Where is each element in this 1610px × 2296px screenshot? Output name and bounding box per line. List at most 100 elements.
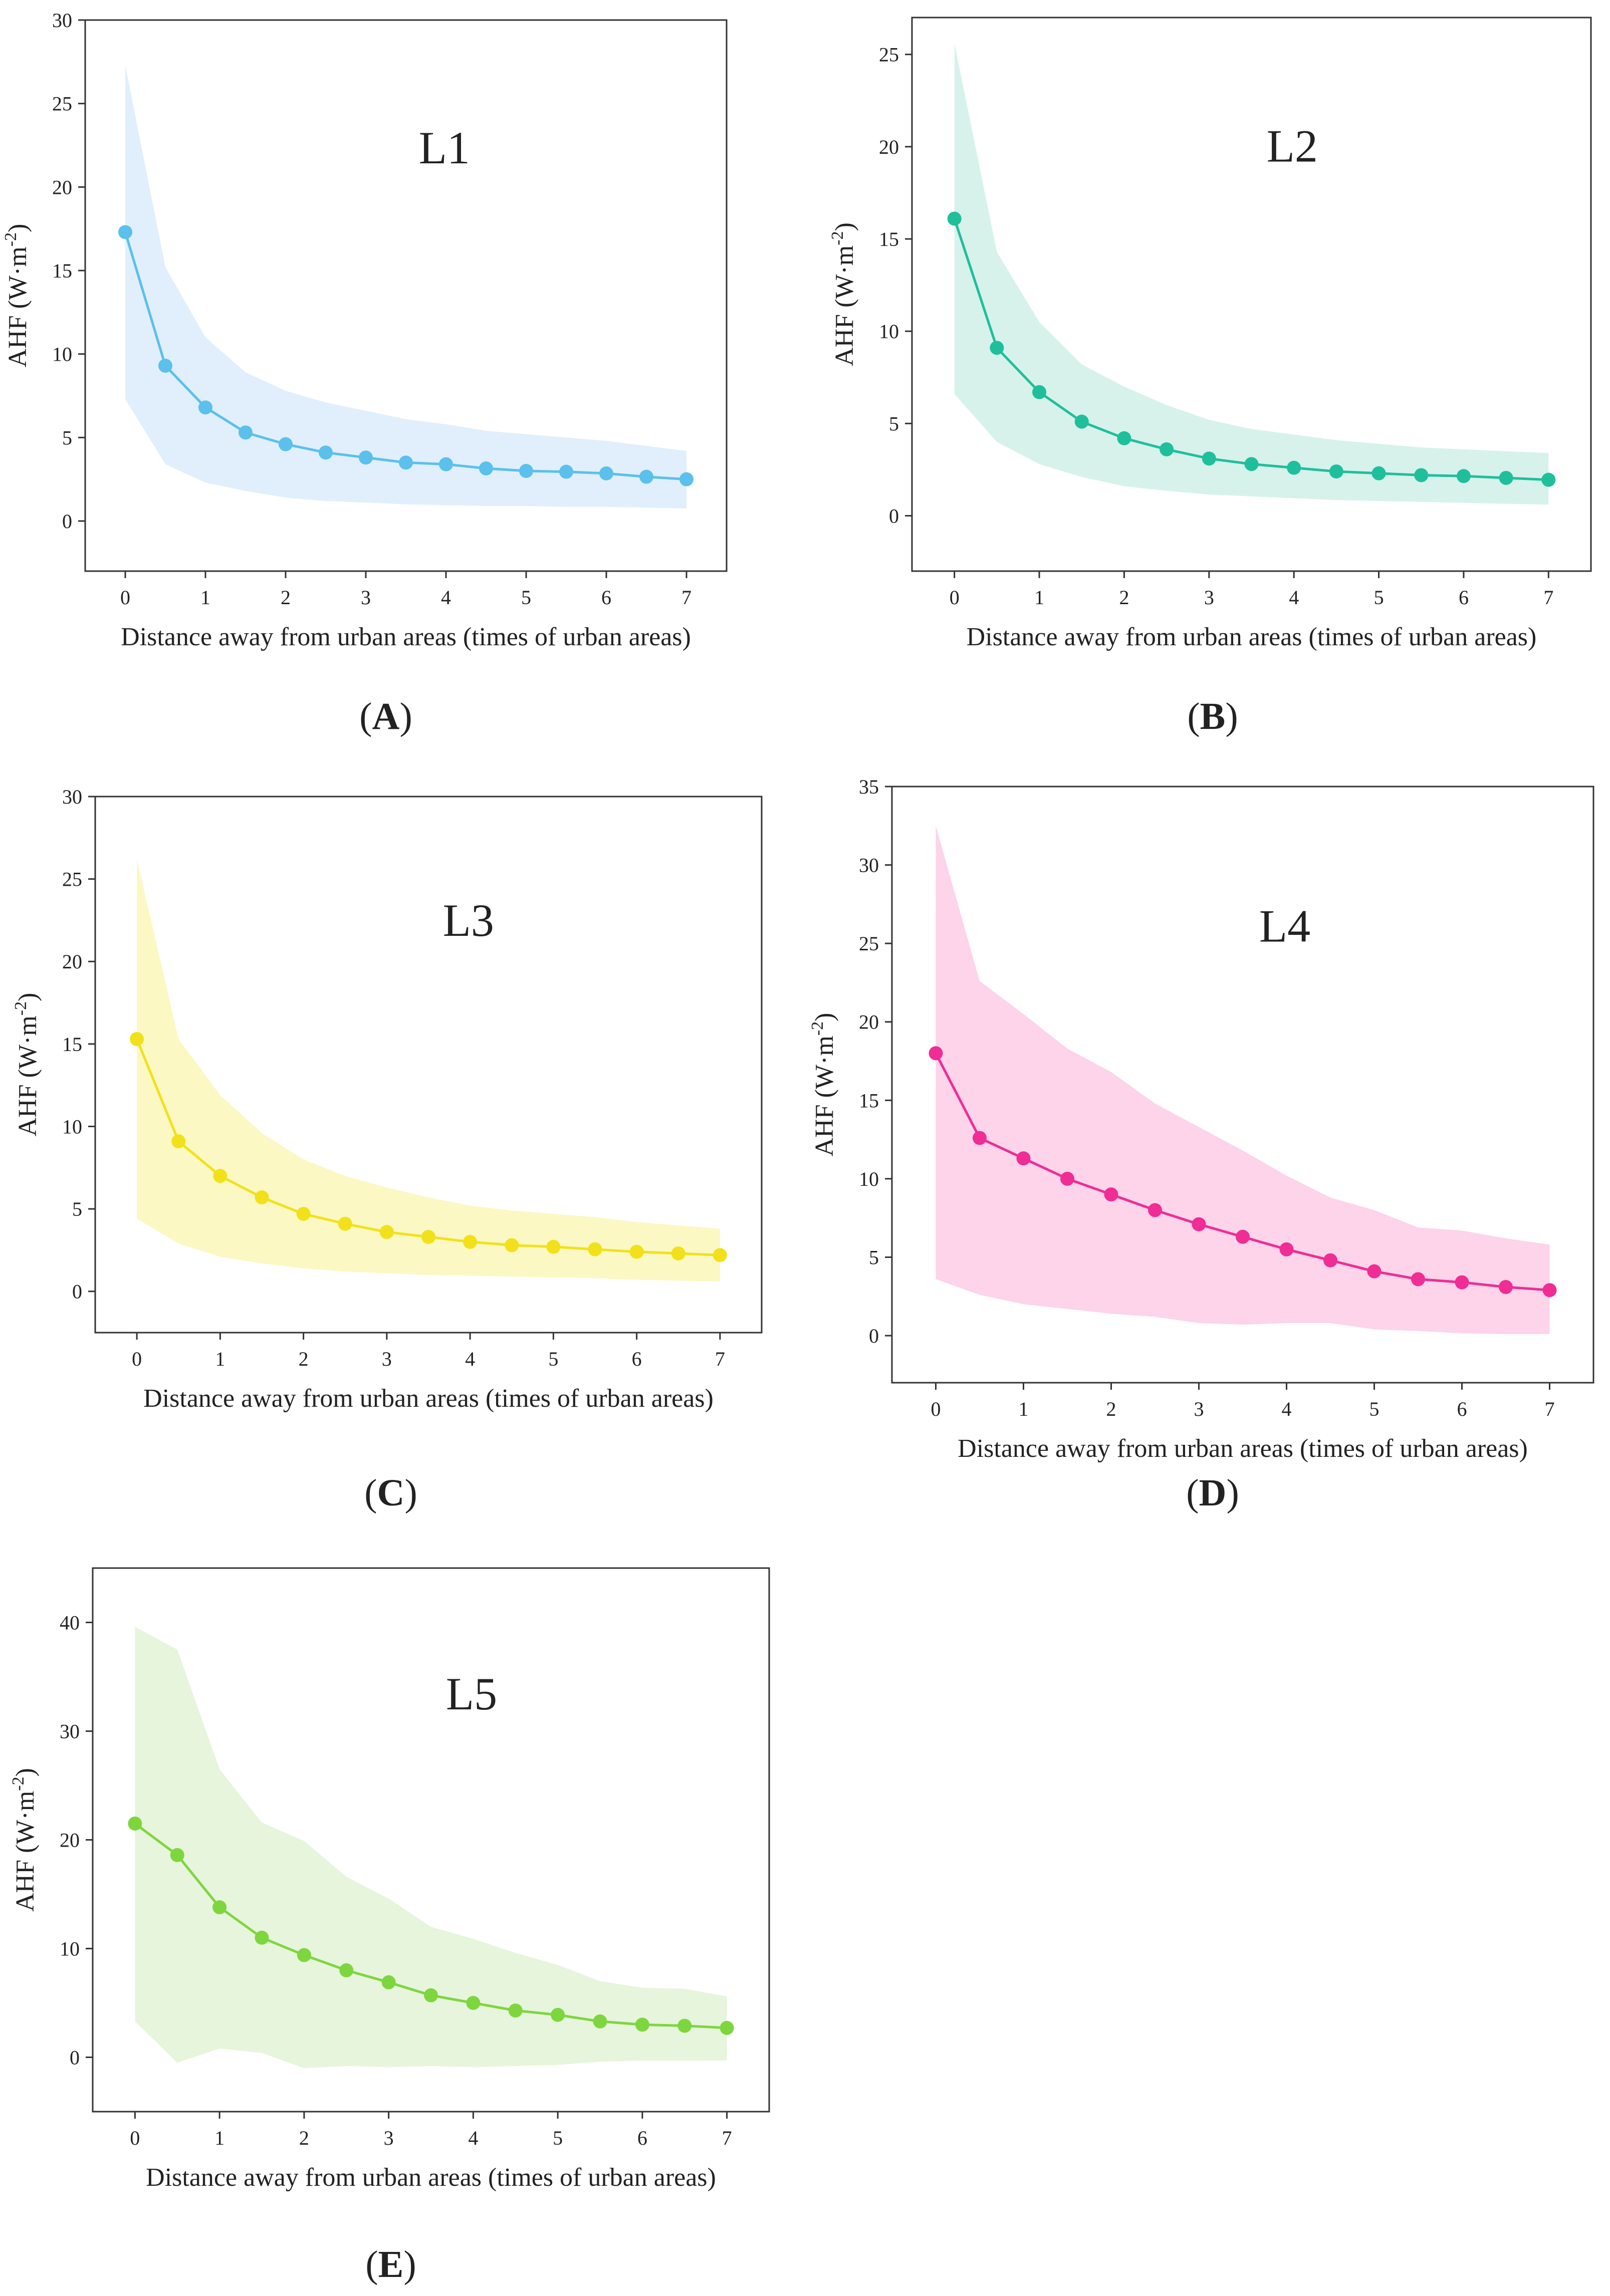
y-axis-label-tail: )	[830, 222, 859, 231]
x-tick-label: 1	[200, 586, 210, 609]
data-point	[1456, 469, 1471, 483]
data-point	[1032, 385, 1047, 399]
caption-open: (	[359, 695, 372, 737]
data-point	[629, 1244, 644, 1259]
caption-close: )	[403, 2243, 416, 2285]
y-tick-label: 0	[889, 505, 899, 528]
x-tick-label: 5	[1369, 1398, 1379, 1420]
y-axis-label-main: AHF (W·m	[11, 1791, 40, 1912]
data-point	[279, 437, 293, 451]
caption-close: )	[399, 695, 412, 737]
data-point	[439, 457, 453, 471]
data-point	[973, 1131, 987, 1145]
data-point	[319, 445, 333, 460]
caption-close: )	[1226, 1472, 1239, 1514]
data-point	[424, 1988, 438, 2002]
plot-frame	[911, 17, 1592, 572]
data-point	[671, 1246, 685, 1260]
data-point	[1016, 1151, 1031, 1166]
data-point	[713, 1248, 727, 1262]
x-tick-label: 0	[120, 586, 130, 609]
range-band	[125, 65, 686, 508]
y-axis-label-tail: )	[4, 224, 32, 232]
panel-d: 0 1 2 3 4 5 6 7 0 5 10 15 20 25 30 35 L4 Distance away fr…	[808, 776, 1594, 1514]
x-tick-label: 6	[1459, 586, 1469, 609]
x-tick-label: 4	[1282, 1398, 1292, 1420]
data-point	[947, 211, 962, 226]
x-tick-label: 2	[1119, 586, 1129, 609]
y-tick-label: 10	[62, 1115, 82, 1138]
range-band	[954, 43, 1549, 505]
data-point	[170, 1848, 184, 1862]
y-axis-label-main: AHF (W·m	[810, 1036, 839, 1156]
y-axis-label: AHF (W·m-2)	[808, 1013, 839, 1157]
range-band	[137, 859, 720, 1282]
x-tick-label: 5	[521, 586, 531, 609]
x-tick-label: 3	[1194, 1398, 1204, 1420]
x-tick-label: 7	[722, 2127, 732, 2149]
data-point	[1323, 1253, 1337, 1267]
y-axis-label-superscript: -2	[808, 1022, 827, 1036]
x-tick-label: 7	[715, 1348, 725, 1370]
data-point	[559, 464, 573, 479]
x-tick-label: 3	[384, 2127, 394, 2149]
data-point	[338, 1216, 352, 1231]
x-axis-label: Distance away from urban areas (times of…	[958, 1434, 1528, 1463]
data-point	[1244, 457, 1259, 471]
data-point	[1499, 470, 1513, 485]
y-tick-label: 0	[70, 2047, 80, 2069]
panel-title: L3	[443, 895, 494, 946]
caption-letter: A	[372, 695, 400, 737]
data-point	[519, 464, 533, 478]
y-axis-label-superscript: -2	[828, 231, 847, 245]
data-point	[1287, 460, 1301, 475]
y-tick-label: 20	[52, 176, 72, 198]
data-point	[1117, 431, 1131, 445]
y-tick-label: 15	[52, 260, 72, 282]
y-axis-label-superscript: -2	[12, 1001, 30, 1015]
x-tick-label: 2	[1106, 1398, 1116, 1420]
y-tick-label: 40	[60, 1612, 80, 1634]
y-axis-label: AHF (W·m-2)	[2, 224, 32, 368]
x-tick-label: 4	[468, 2127, 478, 2149]
x-axis-label: Distance away from urban areas (times of…	[143, 1384, 714, 1413]
caption-open: (	[364, 1472, 377, 1514]
panel-caption: (E)	[365, 2243, 416, 2285]
y-axis-label: AHF (W·m-2)	[12, 993, 42, 1137]
data-point	[679, 472, 694, 486]
y-tick-label: 30	[859, 854, 879, 877]
x-tick-label: 0	[950, 586, 960, 609]
y-tick-label: 10	[859, 1168, 879, 1190]
data-point	[1074, 414, 1089, 429]
data-point	[1541, 472, 1556, 487]
data-point	[128, 1816, 142, 1831]
data-point	[720, 2020, 734, 2035]
x-tick-label: 4	[1289, 586, 1299, 609]
x-tick-label: 4	[441, 586, 451, 609]
y-axis-label-tail: )	[14, 993, 42, 1001]
x-tick-label: 0	[132, 1348, 142, 1370]
caption-letter: B	[1200, 695, 1226, 737]
data-point	[1371, 466, 1386, 480]
data-point	[212, 1900, 227, 1915]
x-tick-label: 1	[214, 2127, 224, 2149]
x-tick-label: 7	[681, 586, 692, 609]
y-axis-label-tail: )	[810, 1013, 839, 1022]
data-point	[1542, 1283, 1557, 1298]
y-tick-label: 20	[879, 136, 899, 158]
y-tick-label: 5	[869, 1246, 879, 1268]
x-axis-label: Distance away from urban areas (times of…	[121, 623, 691, 651]
y-tick-label: 5	[62, 426, 72, 449]
data-point	[1236, 1229, 1250, 1244]
data-point	[479, 461, 493, 475]
y-tick-label: 10	[52, 343, 72, 366]
data-point	[1160, 442, 1174, 456]
data-point	[213, 1169, 227, 1183]
data-point	[466, 1996, 481, 2010]
panel-b: 0 1 2 3 4 5 6 7 0 5 10 15 20 25 L2 Distance away from u…	[828, 17, 1592, 737]
y-tick-label: 25	[859, 932, 879, 955]
data-point	[158, 359, 172, 373]
data-point	[588, 1242, 602, 1256]
x-axis-label: Distance away from urban areas (times of…	[967, 623, 1537, 651]
